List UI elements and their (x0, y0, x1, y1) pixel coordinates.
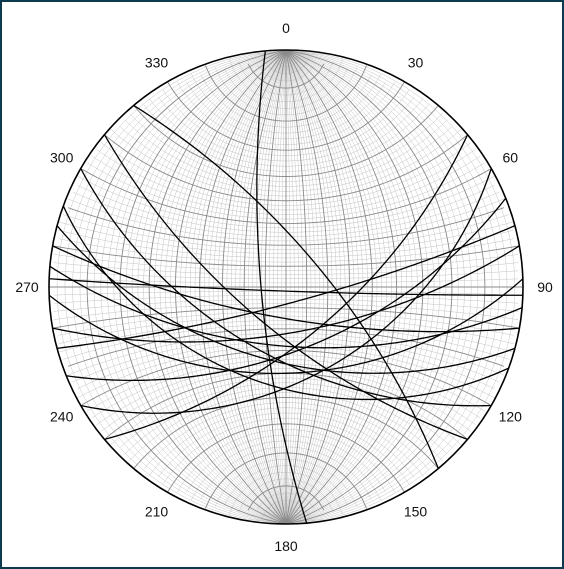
azimuth-label-0: 0 (282, 20, 290, 36)
azimuth-label-150: 150 (404, 503, 428, 519)
azimuth-label-300: 300 (50, 150, 74, 166)
great-circle-5 (52, 245, 520, 343)
azimuth-label-120: 120 (499, 409, 523, 425)
major-grid (49, 49, 523, 525)
great-circle-7 (52, 245, 520, 333)
azimuth-label-180: 180 (274, 538, 298, 554)
great-circle-0 (256, 50, 308, 524)
azimuth-label-60: 60 (503, 150, 519, 166)
azimuth-label-90: 90 (537, 279, 553, 295)
azimuth-label-270: 270 (15, 279, 39, 295)
great-circle-2 (133, 104, 439, 469)
azimuth-labels: 0 30 60 90 120 150 180 210 240 270 300 3… (15, 20, 553, 554)
great-circle-10 (56, 225, 516, 349)
azimuth-label-330: 330 (145, 55, 169, 71)
great-circles (48, 50, 524, 524)
great-circle-14 (66, 197, 507, 382)
great-circle-12 (49, 278, 523, 296)
azimuth-label-240: 240 (50, 409, 74, 425)
great-circle-3 (49, 265, 523, 349)
azimuth-label-30: 30 (408, 55, 424, 71)
primitive-circle (48, 49, 524, 525)
great-circle-11 (62, 205, 509, 401)
great-circle-6 (48, 278, 524, 375)
great-circle-8 (80, 168, 492, 407)
great-circle-4 (56, 225, 516, 374)
great-circle-13 (103, 134, 468, 440)
azimuth-label-210: 210 (145, 503, 169, 519)
